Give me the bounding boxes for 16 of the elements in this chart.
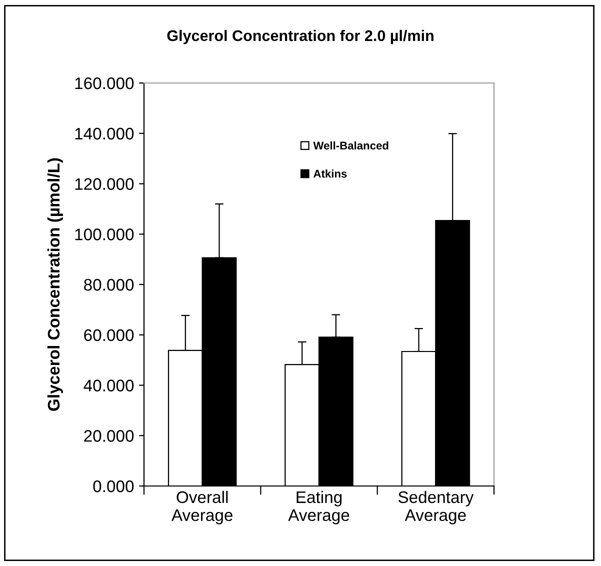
x-tick-label: Sedentary Average [398, 490, 474, 524]
y-tick-label: 100.000 [75, 228, 134, 240]
y-tick-label: 120.000 [75, 178, 134, 190]
y-axis-title: Glycerol Concentration (µmol/L) [47, 158, 63, 411]
legend-label: Atkins [314, 169, 347, 178]
x-tick-label: Eating Average [288, 490, 350, 524]
y-tick-label: 0.000 [93, 480, 134, 492]
y-tick-label: 160.000 [75, 77, 134, 90]
x-tick-label: Overall Average [171, 490, 232, 524]
y-tick-label: 60.000 [84, 329, 134, 342]
chart-title: Glycerol Concentration for 2.0 µl/min [167, 30, 434, 44]
y-tick-label: 140.000 [75, 128, 134, 140]
legend-label: Well-Balanced [313, 141, 388, 150]
y-tick-label: 20.000 [84, 430, 134, 442]
y-tick-label: 40.000 [84, 380, 134, 392]
y-tick-label: 80.000 [84, 278, 134, 291]
